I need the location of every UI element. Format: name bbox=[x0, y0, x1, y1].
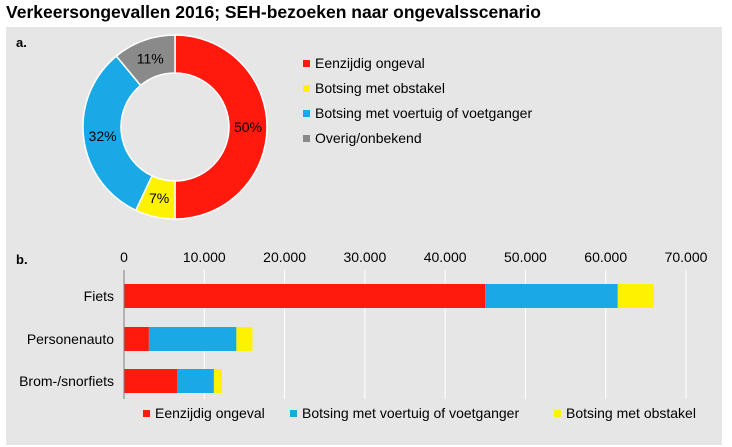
bar-x-tick-label: 0 bbox=[120, 249, 128, 265]
bar-segment-obstakel bbox=[236, 327, 253, 351]
bar-chart bbox=[124, 284, 654, 393]
bar-x-tick-labels: 0 10.000 20.000 30.000 40.000 50.000 60.000 70.… bbox=[120, 249, 708, 265]
legend-swatch-voertuig bbox=[290, 410, 297, 417]
bar-segment-eenzijdig bbox=[124, 284, 486, 308]
bar-x-tick-label: 40.000 bbox=[424, 249, 467, 265]
bar-category-labels: Fiets Personenauto Brom-/snorfiets bbox=[19, 288, 114, 389]
bar-segment-voertuig bbox=[176, 369, 214, 393]
legend-label: Eenzijdig ongeval bbox=[315, 55, 425, 71]
figure-panel: a. 50% 7% 32% 11% Eenzijdig ongeval Botsing … bbox=[6, 27, 722, 445]
bar-category-label: Fiets bbox=[84, 288, 114, 304]
donut-legend: Eenzijdig ongeval Botsing met obstakel Bot… bbox=[303, 55, 532, 146]
donut-slice-eenzijdig bbox=[174, 34, 268, 220]
panel-a-label: a. bbox=[16, 35, 27, 50]
bar-category-label: Brom-/snorfiets bbox=[19, 373, 114, 389]
donut-value-label: 11% bbox=[137, 50, 164, 66]
bar-x-tick-label: 50.000 bbox=[504, 249, 547, 265]
bar-legend: Eenzijdig ongeval Botsing met voertuig of… bbox=[143, 405, 696, 421]
bar-segment-obstakel bbox=[617, 284, 654, 308]
donut-value-label: 32% bbox=[89, 128, 117, 144]
bar-x-tick-label: 30.000 bbox=[343, 249, 386, 265]
bar-x-tick-label: 60.000 bbox=[584, 249, 627, 265]
legend-swatch-voertuig bbox=[303, 110, 310, 117]
bar-x-tick-label: 70.000 bbox=[665, 249, 708, 265]
bar-segment-voertuig bbox=[148, 327, 237, 351]
legend-swatch-obstakel bbox=[554, 410, 561, 417]
bar-segment-obstakel bbox=[213, 369, 222, 393]
legend-label: Eenzijdig ongeval bbox=[155, 405, 265, 421]
donut-value-label: 7% bbox=[149, 190, 169, 206]
legend-label: Botsing met voertuig of voetganger bbox=[302, 405, 519, 421]
legend-label: Botsing met obstakel bbox=[315, 80, 445, 96]
legend-label: Botsing met voertuig of voetganger bbox=[315, 105, 532, 121]
legend-swatch-overig bbox=[303, 135, 310, 142]
figure-svg: a. 50% 7% 32% 11% Eenzijdig ongeval Botsing … bbox=[6, 27, 722, 445]
bar-category-label: Personenauto bbox=[27, 331, 114, 347]
legend-swatch-obstakel bbox=[303, 85, 310, 92]
donut-slice-overig bbox=[115, 34, 176, 87]
bar-segment-voertuig bbox=[485, 284, 618, 308]
bar-segment-eenzijdig bbox=[124, 369, 177, 393]
legend-swatch-eenzijdig bbox=[143, 410, 150, 417]
legend-swatch-eenzijdig bbox=[303, 60, 310, 67]
donut-slice-voertuig bbox=[82, 55, 154, 212]
bar-segment-eenzijdig bbox=[124, 327, 149, 351]
donut-value-label: 50% bbox=[234, 119, 262, 135]
legend-label: Botsing met obstakel bbox=[566, 405, 696, 421]
bar-x-tick-label: 20.000 bbox=[263, 249, 306, 265]
panel-b-label: b. bbox=[16, 252, 28, 267]
donut-chart: 50% 7% 32% 11% bbox=[82, 34, 268, 220]
chart-title: Verkeersongevallen 2016; SEH-bezoeken na… bbox=[6, 2, 541, 22]
legend-label: Overig/onbekend bbox=[315, 130, 422, 146]
bar-x-tick-label: 10.000 bbox=[183, 249, 226, 265]
